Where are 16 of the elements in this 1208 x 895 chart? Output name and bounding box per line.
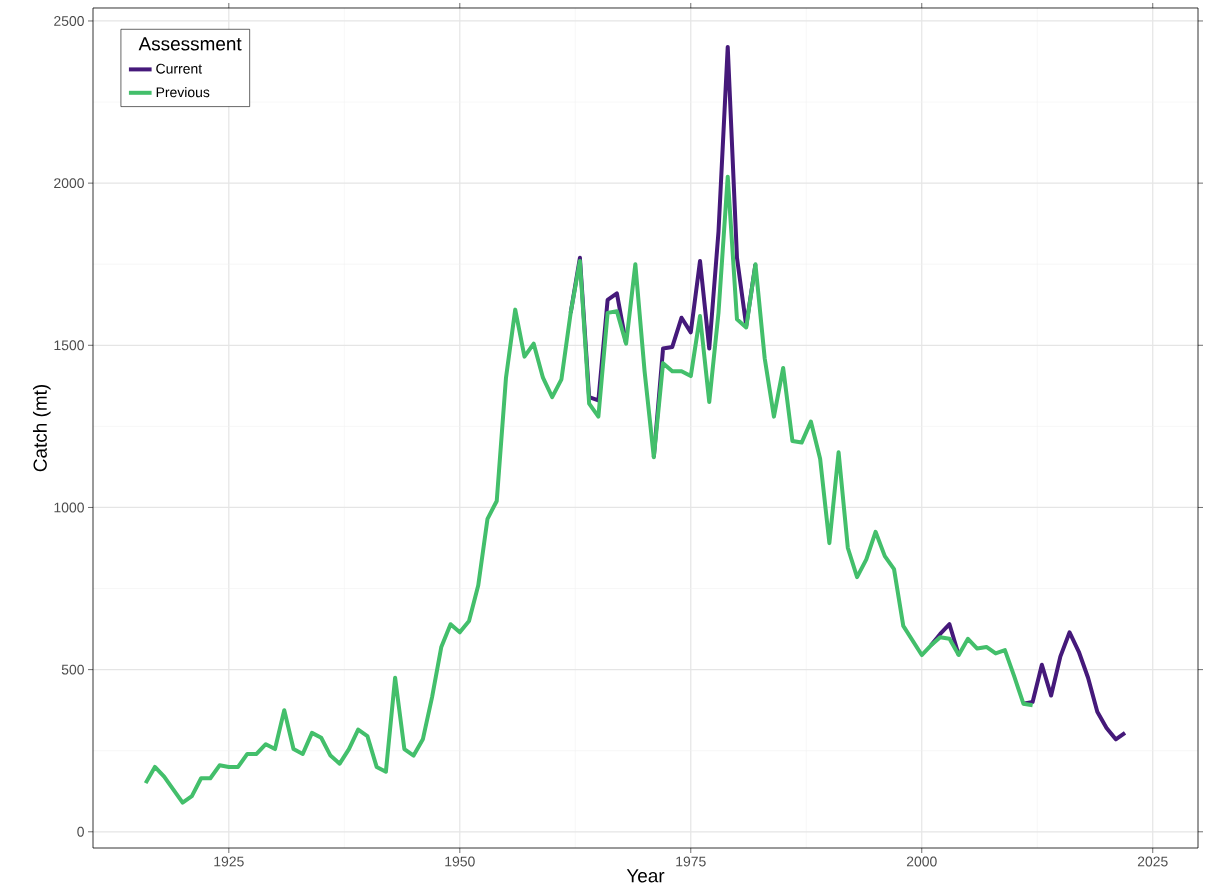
legend-title: Assessment bbox=[138, 37, 242, 51]
y-tick-label: 0 bbox=[77, 826, 84, 837]
y-tick-label: 2500 bbox=[54, 16, 84, 26]
y-tick-label: 500 bbox=[61, 664, 84, 675]
x-tick-label: 2025 bbox=[1137, 856, 1168, 867]
y-axis-title: Catch (mt) bbox=[32, 385, 51, 472]
y-tick-label: 1000 bbox=[54, 502, 84, 513]
legend-label: Previous bbox=[156, 87, 210, 98]
x-axis-title: Year bbox=[626, 869, 665, 883]
y-tick-label: 2000 bbox=[54, 178, 84, 189]
y-tick-label: 1500 bbox=[54, 340, 84, 351]
x-tick-label: 1975 bbox=[676, 856, 706, 867]
x-tick-label: 1950 bbox=[445, 856, 475, 867]
x-tick-label: 2000 bbox=[906, 856, 937, 867]
legend-label: Current bbox=[156, 63, 202, 74]
x-tick-label: 1925 bbox=[214, 856, 244, 867]
